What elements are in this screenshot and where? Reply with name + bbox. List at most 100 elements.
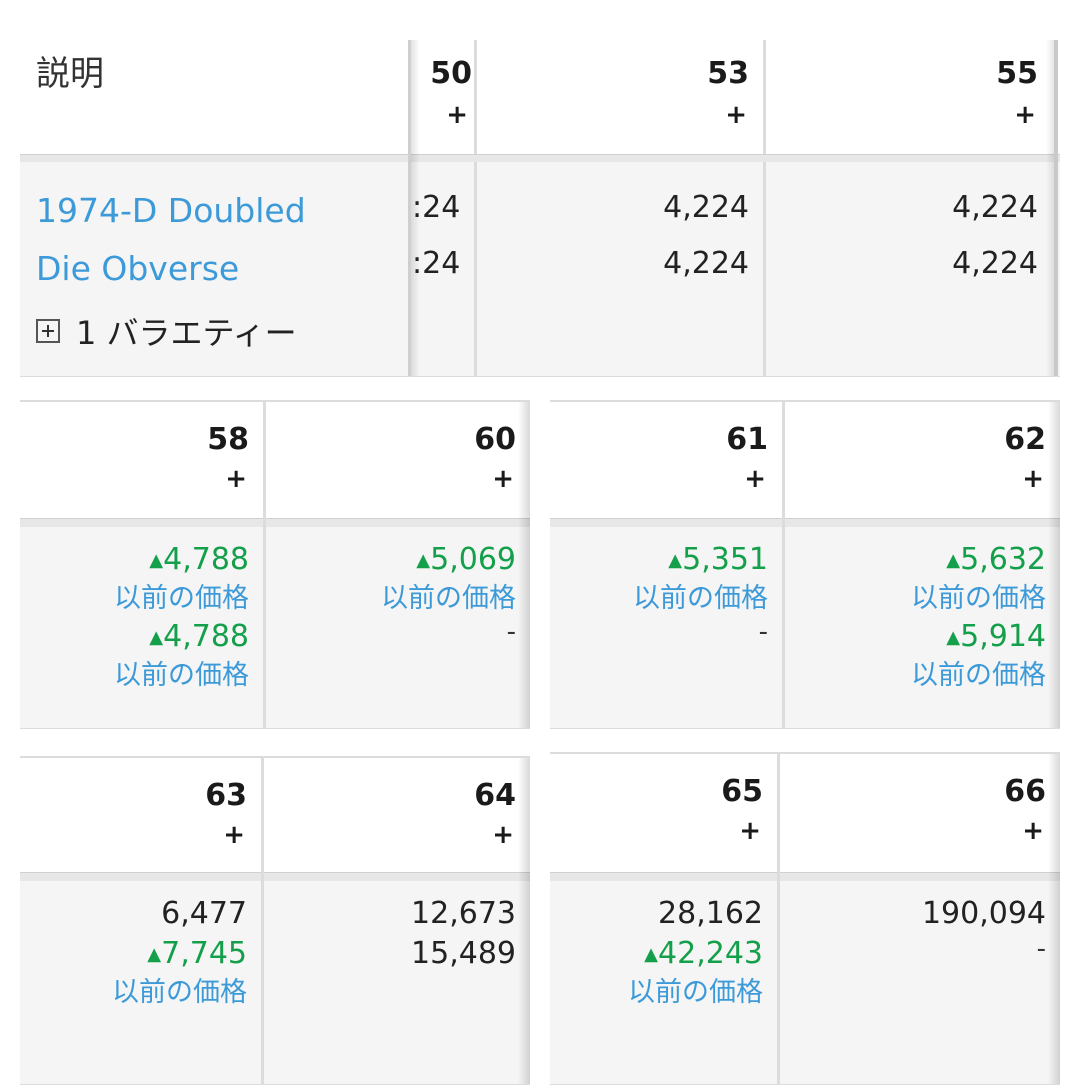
grade-header-55: 55 + <box>766 40 1052 154</box>
grade-header-64: 64 + <box>264 758 530 872</box>
grade-header-58: 58 + <box>20 402 263 518</box>
previous-price-link[interactable]: 以前の価格 <box>911 660 1046 691</box>
up-arrow-icon: ▲ <box>416 550 431 571</box>
price-cell: 190,094- <box>780 894 1060 964</box>
coin-name-line2[interactable]: Die Obverse <box>36 249 240 288</box>
price-value: 15,489 <box>264 934 530 974</box>
price-value: 28,162 <box>550 894 777 934</box>
plus-square-icon[interactable] <box>36 319 60 343</box>
price-number: 6,477 <box>161 896 247 931</box>
price-panel: 65 +28,162 ▲42,243 以前の価格 66 +190,094- <box>550 752 1060 1085</box>
price-cell: 28,162 ▲42,243 以前の価格 <box>550 894 777 1011</box>
price-cell: ▲5,069 以前の価格 - <box>266 540 530 647</box>
price-value: :24 <box>412 190 461 225</box>
table-row <box>20 526 530 729</box>
previous-price-link[interactable]: 以前の価格 <box>112 977 247 1008</box>
price-cell: 4,224 4,224 <box>477 180 763 292</box>
top-price-table: 説明 50 + 53 + 55 + 1974-D Doubled Die Obv… <box>20 40 1060 377</box>
plus-label: + <box>1022 816 1044 846</box>
plus-label: + <box>725 100 747 130</box>
grade-label: 53 <box>707 56 749 91</box>
price-number: 5,351 <box>682 542 768 577</box>
up-arrow-icon: ▲ <box>946 550 961 571</box>
previous-price-link[interactable]: 以前の価格 <box>381 583 516 614</box>
grade-header-60: 60 + <box>266 402 530 518</box>
column-divider <box>763 40 766 154</box>
price-value: 4,224 <box>952 190 1038 225</box>
price-value: 12,673 <box>264 894 530 934</box>
grade-label: 55 <box>996 56 1038 91</box>
column-divider <box>474 162 477 376</box>
empty-value-dash: - <box>1036 934 1046 964</box>
grade-header-62: 62 + <box>785 402 1060 518</box>
coin-name-line1[interactable]: 1974-D Doubled <box>36 191 306 230</box>
price-number: 28,162 <box>658 896 763 931</box>
column-divider <box>763 162 766 376</box>
varieties-toggle[interactable]: 1 バラエティー <box>36 308 297 354</box>
plus-label: + <box>1022 464 1044 494</box>
plus-label: + <box>492 464 514 494</box>
up-arrow-icon: ▲ <box>149 627 164 648</box>
plus-label: + <box>225 464 247 494</box>
previous-price-link[interactable]: 以前の価格 <box>633 583 768 614</box>
plus-label: + <box>739 816 761 846</box>
price-number: 7,745 <box>161 936 247 971</box>
grade-label: 63 <box>205 778 247 813</box>
coin-name-link[interactable]: 1974-D Doubled Die Obverse <box>36 182 396 298</box>
previous-price-link[interactable]: 以前の価格 <box>114 660 249 691</box>
sticky-column-edge <box>408 40 411 376</box>
price-number: 42,243 <box>658 936 763 971</box>
grade-label: 64 <box>474 778 516 813</box>
up-arrow-icon: ▲ <box>668 550 683 571</box>
plus-label: + <box>744 464 766 494</box>
price-value: 4,224 <box>663 246 749 281</box>
price-value: 4,224 <box>663 190 749 225</box>
grade-label: 58 <box>207 422 249 457</box>
up-arrow-icon: ▲ <box>149 550 164 571</box>
price-cell: :24 :24 <box>412 180 474 292</box>
price-number: 15,489 <box>411 936 516 971</box>
price-cell: 6,477 ▲7,745 以前の価格 <box>20 894 261 1011</box>
table-row <box>20 162 1060 377</box>
up-arrow-icon: ▲ <box>644 944 659 965</box>
price-number: 12,673 <box>411 896 516 931</box>
column-divider <box>782 402 785 728</box>
plus-label: + <box>446 100 468 130</box>
price-value: ▲5,069 <box>266 540 530 581</box>
price-cell: ▲5,351 以前の価格 - <box>550 540 782 647</box>
plus-label: + <box>223 820 245 850</box>
grade-header-63: 63 + <box>20 758 261 872</box>
price-cell: ▲5,632 以前の価格 ▲5,914 以前の価格 <box>785 540 1060 694</box>
price-value: ▲7,745 <box>20 934 261 975</box>
header-divider <box>20 518 530 527</box>
column-divider <box>263 402 266 728</box>
column-divider <box>261 758 264 1084</box>
price-cell: ▲4,788 以前の価格 ▲4,788 以前の価格 <box>20 540 263 694</box>
grade-label: 50 <box>430 56 472 91</box>
table-row <box>550 880 1060 1085</box>
price-number: 190,094 <box>921 896 1046 931</box>
grade-header-50: 50 + <box>412 40 474 154</box>
price-value: ▲4,788 <box>20 617 263 658</box>
description-header: 説明 <box>36 54 104 94</box>
sticky-column-shadow <box>410 40 420 376</box>
grade-label: 66 <box>1004 774 1046 809</box>
price-value: ▲5,351 <box>550 540 782 581</box>
grade-label: 62 <box>1004 422 1046 457</box>
price-panel: 61 + ▲5,351 以前の価格 -62 + ▲5,632 以前の価格 ▲5,914 以前の価格 <box>550 400 1060 729</box>
price-number: 4,788 <box>163 619 249 654</box>
header-divider <box>550 518 1060 527</box>
up-arrow-icon: ▲ <box>946 627 961 648</box>
column-divider <box>474 40 477 154</box>
price-value: ▲5,632 <box>785 540 1060 581</box>
previous-price-link[interactable]: 以前の価格 <box>114 583 249 614</box>
previous-price-link[interactable]: 以前の価格 <box>911 583 1046 614</box>
previous-price-link[interactable]: 以前の価格 <box>628 977 763 1008</box>
price-value: :24 <box>412 246 461 281</box>
grade-label: 60 <box>474 422 516 457</box>
scroll-edge-shadow <box>1048 402 1060 728</box>
empty-value-dash: - <box>506 617 516 647</box>
price-cell: 4,224 4,224 <box>766 180 1052 292</box>
price-value: ▲4,788 <box>20 540 263 581</box>
scroll-edge-shadow <box>1048 754 1060 1084</box>
